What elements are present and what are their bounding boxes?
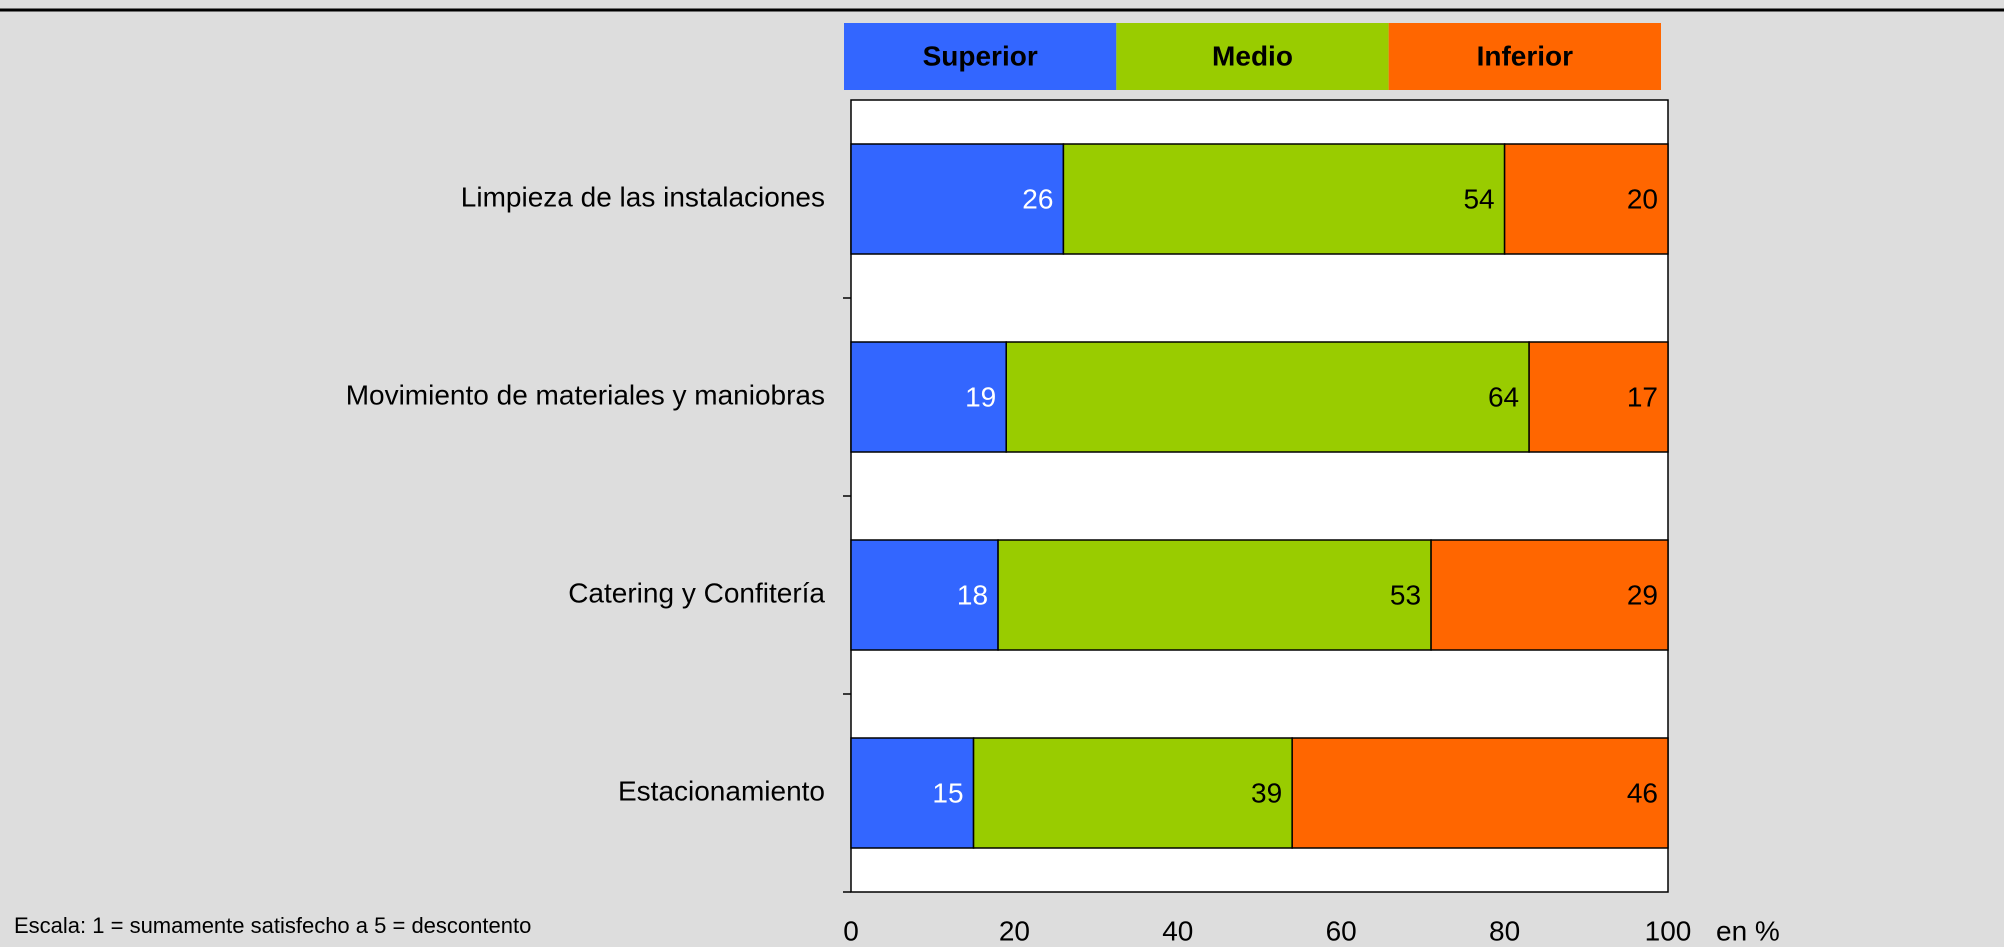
data-label: 18	[957, 579, 988, 610]
y-tick-label: Limpieza de las instalaciones	[461, 181, 825, 212]
legend-label: Medio	[1212, 40, 1293, 71]
bar-segment	[997, 539, 1432, 651]
legend-label: Inferior	[1477, 40, 1574, 71]
legend-swatch	[1388, 23, 1661, 90]
bar-segment	[850, 539, 999, 651]
data-label: 54	[1463, 183, 1494, 214]
x-tick-label: 100	[1645, 915, 1692, 946]
x-axis-label: en %	[1716, 915, 1780, 946]
bar-segment	[1005, 341, 1530, 453]
bar-segment	[850, 737, 975, 849]
data-label: 15	[932, 777, 963, 808]
legend-swatch	[1116, 23, 1389, 90]
x-tick-label: 40	[1162, 915, 1193, 946]
x-tick-label: 60	[1326, 915, 1357, 946]
y-tick-label: Catering y Confitería	[568, 577, 825, 608]
data-label: 26	[1022, 183, 1053, 214]
bar-segment	[850, 143, 1065, 255]
data-label: 29	[1627, 579, 1658, 610]
x-tick-label: 20	[999, 915, 1030, 946]
legend-label: Superior	[923, 40, 1038, 71]
x-tick-label: 80	[1489, 915, 1520, 946]
legend-swatch	[844, 23, 1117, 90]
y-tick-label: Movimiento de materiales y maniobras	[346, 379, 825, 410]
bar-segment	[1062, 143, 1506, 255]
data-label: 19	[965, 381, 996, 412]
bar-segment	[972, 737, 1293, 849]
data-label: 46	[1627, 777, 1658, 808]
data-label: 17	[1627, 381, 1658, 412]
bar-segment	[1503, 143, 1669, 255]
data-label: 53	[1390, 579, 1421, 610]
bar-segment	[1528, 341, 1669, 453]
y-tick-label: Estacionamiento	[618, 775, 825, 806]
data-label: 39	[1251, 777, 1282, 808]
data-label: 64	[1488, 381, 1519, 412]
note: Escala: 1 = sumamente satisfecho a 5 = d…	[14, 913, 531, 938]
bar-segment	[1291, 737, 1669, 849]
x-tick-label: 0	[843, 915, 859, 946]
data-label: 20	[1627, 183, 1658, 214]
bar-segment	[1430, 539, 1669, 651]
